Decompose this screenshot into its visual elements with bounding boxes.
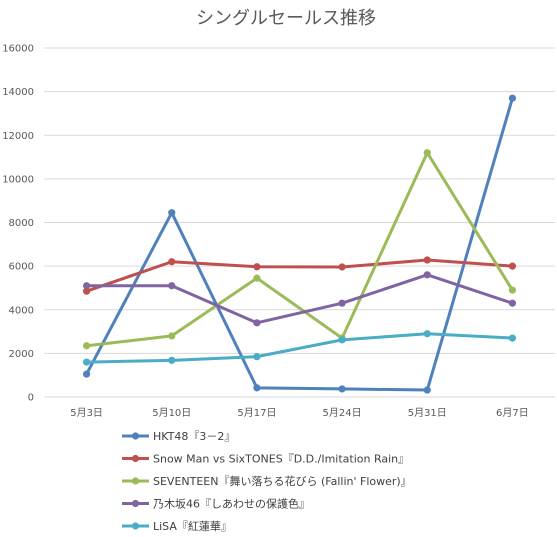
legend-item: SEVENTEEN『舞い落ちる花びら (Fallin' Flower)』	[122, 475, 412, 488]
data-point	[338, 299, 346, 307]
data-point	[423, 330, 431, 338]
data-point	[338, 263, 346, 271]
data-point	[508, 94, 517, 102]
x-tick-label: 5月17日	[237, 407, 276, 419]
data-point	[423, 256, 431, 264]
data-point	[253, 353, 261, 361]
data-point	[168, 356, 176, 364]
data-point	[338, 385, 346, 393]
data-point	[82, 342, 91, 350]
series-line	[85, 332, 514, 364]
x-tick-label: 5月10日	[152, 407, 191, 419]
x-tick-label: 5月31日	[408, 407, 447, 419]
y-tick-label: 4000	[9, 305, 34, 316]
y-tick-label: 2000	[9, 349, 34, 360]
series-line	[85, 151, 514, 348]
data-point	[253, 384, 261, 392]
data-point	[82, 370, 91, 378]
legend-label: 乃木坂46『しあわせの保護色』	[153, 497, 310, 511]
data-point	[168, 258, 176, 266]
y-tick-label: 14000	[2, 87, 34, 98]
data-point	[508, 299, 517, 307]
x-axis-ticks: 5月3日 5月10日 5月17日 5月24日 5月31日 6月7日	[70, 407, 529, 419]
series-line	[85, 258, 514, 293]
legend-label: HKT48『3－2』	[153, 430, 235, 443]
data-point	[253, 274, 261, 282]
data-point	[253, 263, 261, 271]
legend-swatch-marker	[131, 499, 140, 508]
legend-swatch-marker	[131, 522, 140, 530]
data-point	[423, 386, 431, 394]
x-tick-label: 5月3日	[70, 407, 103, 419]
legend-item: LiSA『紅蓮華』	[122, 519, 232, 533]
gridlines	[44, 47, 555, 398]
data-point	[82, 282, 91, 290]
data-point	[253, 319, 261, 327]
legend-label: LiSA『紅蓮華』	[153, 519, 232, 533]
legend-swatch-marker	[131, 454, 140, 463]
data-point	[168, 282, 176, 290]
series-1	[82, 94, 517, 394]
chart-title: シングルセールス推移	[196, 8, 376, 29]
legend: HKT48『3－2』 Snow Man vs SixTONES『D.D./Imit…	[122, 430, 412, 533]
data-point	[338, 336, 346, 344]
y-tick-label: 8000	[9, 218, 34, 229]
series-lines	[82, 94, 517, 394]
data-point	[168, 332, 176, 340]
legend-label: Snow Man vs SixTONES『D.D./Imitation Rain…	[153, 453, 409, 466]
y-tick-label: 10000	[2, 174, 34, 185]
series-5	[82, 330, 517, 366]
series-line	[85, 96, 514, 392]
data-point	[508, 286, 517, 294]
data-point	[168, 209, 176, 217]
legend-item: Snow Man vs SixTONES『D.D./Imitation Rain…	[122, 453, 409, 466]
legend-item: 乃木坂46『しあわせの保護色』	[122, 497, 310, 511]
data-point	[82, 358, 91, 366]
series-4	[82, 271, 517, 327]
data-point	[423, 149, 431, 157]
legend-label: SEVENTEEN『舞い落ちる花びら (Fallin' Flower)』	[153, 475, 412, 488]
y-axis-ticks: 0 2000 4000 6000 8000 10000 12000 14000 16000	[2, 44, 34, 404]
legend-swatch-marker	[131, 477, 140, 485]
y-tick-label: 0	[28, 393, 34, 404]
x-tick-label: 5月24日	[323, 407, 362, 419]
y-tick-label: 16000	[2, 44, 34, 55]
data-point	[508, 334, 517, 342]
series-2	[82, 256, 517, 295]
data-point	[508, 262, 517, 270]
data-point	[423, 271, 431, 279]
legend-swatch-marker	[131, 432, 140, 440]
data-point	[82, 287, 91, 295]
y-tick-label: 12000	[2, 131, 34, 142]
legend-item: HKT48『3－2』	[122, 430, 235, 443]
x-tick-label: 6月7日	[496, 407, 529, 419]
y-tick-label: 6000	[9, 262, 34, 273]
series-line	[85, 273, 514, 325]
